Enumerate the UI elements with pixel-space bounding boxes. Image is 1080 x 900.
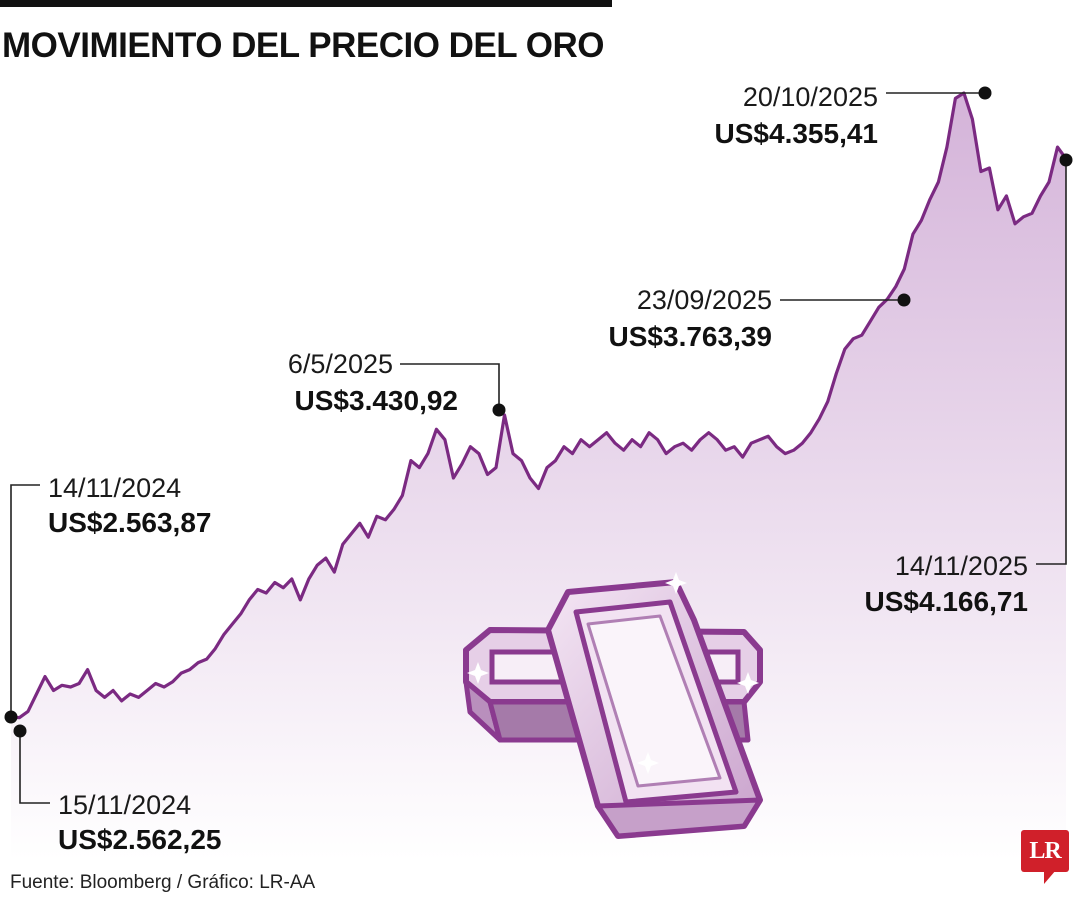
annotation-may: 6/5/2025 US$3.430,92 (288, 349, 506, 417)
annotation-date: 6/5/2025 (288, 349, 393, 379)
annotation-value: US$3.430,92 (295, 385, 458, 416)
annotation-value: US$2.562,25 (58, 824, 221, 855)
annotation-date: 15/11/2024 (58, 790, 191, 820)
annotation-date: 20/10/2025 (743, 82, 878, 112)
price-area (11, 93, 1066, 860)
annotation-value: US$2.563,87 (48, 507, 211, 538)
leader-line (19, 731, 50, 804)
data-marker (1059, 153, 1073, 167)
data-marker (492, 403, 506, 417)
lr-logo-tail (1044, 870, 1056, 884)
gold-bars-illustration (463, 572, 763, 839)
annotation-value: US$4.355,41 (715, 118, 878, 149)
annotation-peak: 20/10/2025 US$4.355,41 (715, 82, 992, 149)
top-rule (0, 0, 612, 7)
annotation-end: 14/11/2025 US$4.166,71 (865, 153, 1073, 617)
annotation-date: 14/11/2024 (48, 473, 181, 503)
leader-line (400, 363, 500, 410)
data-marker (897, 293, 911, 307)
chart-title: MOVIMIENTO DEL PRECIO DEL ORO (2, 26, 604, 65)
lr-logo: LR (1021, 830, 1069, 872)
source-credit: Fuente: Bloomberg / Gráfico: LR-AA (10, 872, 316, 893)
annotation-second-day: 15/11/2024 US$2.562,25 (13, 724, 221, 855)
annotation-start: 14/11/2024 US$2.563,87 (4, 473, 211, 724)
leader-line (10, 484, 40, 717)
data-marker (13, 724, 27, 738)
annotation-september: 23/09/2025 US$3.763,39 (609, 285, 911, 352)
data-marker (4, 710, 18, 724)
data-marker (978, 86, 992, 100)
annotation-value: US$4.166,71 (865, 586, 1028, 617)
annotation-date: 14/11/2025 (895, 551, 1028, 581)
annotation-value: US$3.763,39 (609, 321, 772, 352)
price-line (9, 91, 1068, 720)
annotation-date: 23/09/2025 (637, 285, 772, 315)
leader-line (1036, 160, 1067, 565)
gold-bar-front (545, 579, 763, 839)
sparkle-icons (467, 572, 759, 774)
